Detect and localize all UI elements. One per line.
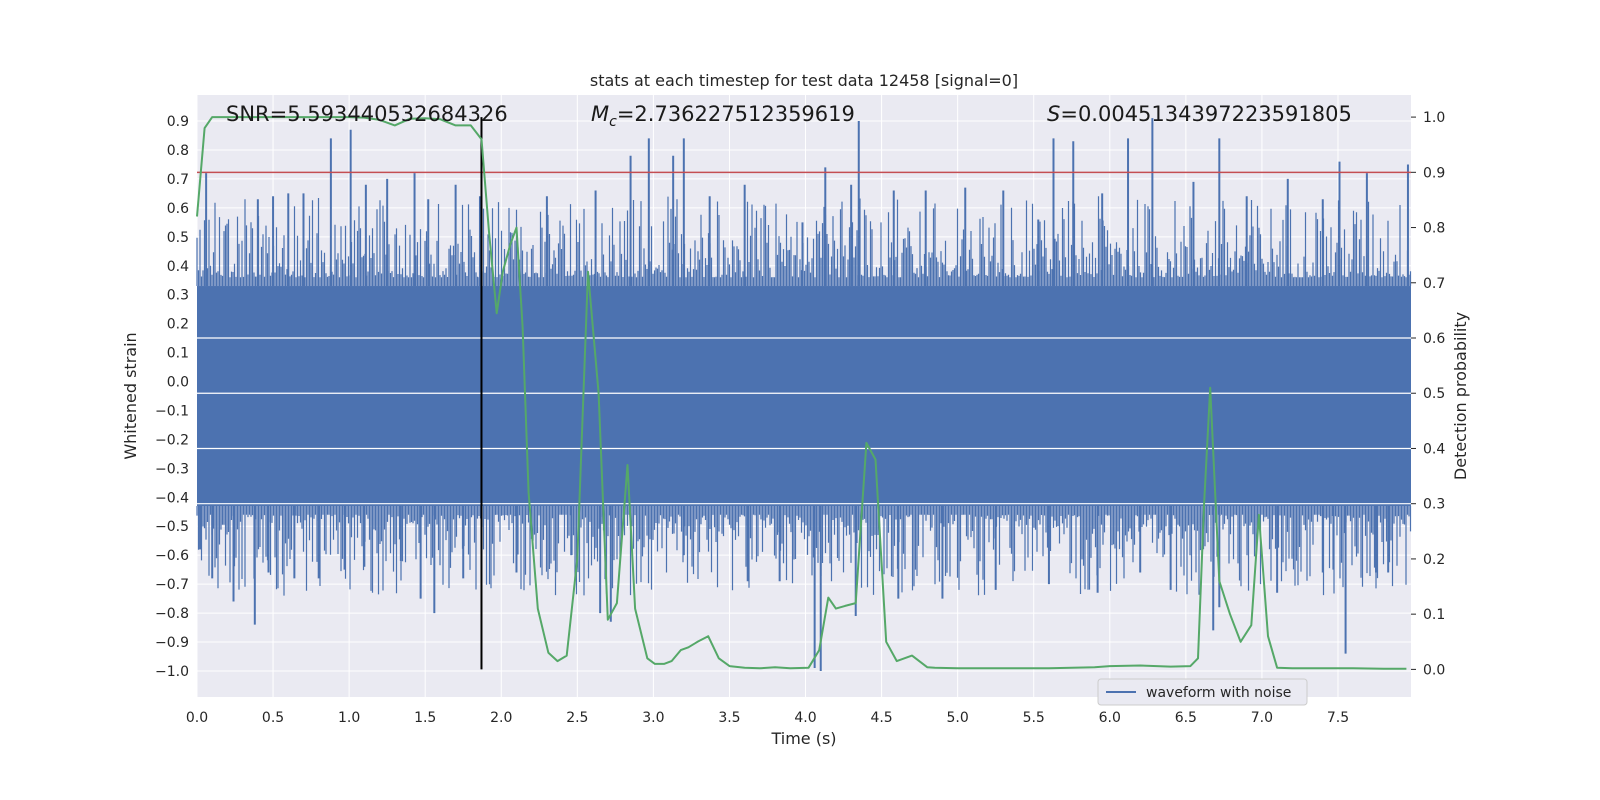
x-tick-label: 1.0: [338, 710, 360, 726]
y-tick-label: −0.7: [155, 577, 189, 593]
s-annotation: S=0.0045134397223591805: [1047, 102, 1352, 126]
waveform-fringe-upper: [196, 196, 1412, 286]
chirp-mass-symbol: M: [591, 102, 609, 126]
legend: waveform with noise: [1097, 678, 1308, 706]
y-tick-label: 0.4: [167, 259, 189, 275]
y-tick-label: −0.4: [155, 490, 189, 506]
chirp-mass-subscript: c: [609, 114, 617, 130]
y-tick-label: −0.3: [155, 461, 189, 477]
chirp-mass-annotation: Mc=2.736227512359619: [591, 102, 855, 130]
y-tick-label: −0.6: [155, 548, 189, 564]
x-tick-label: 4.0: [794, 710, 816, 726]
legend-entry-waveform: waveform with noise: [1146, 685, 1291, 701]
s-value: =0.0045134397223591805: [1060, 102, 1352, 126]
y2-tick-label: 0.3: [1423, 497, 1445, 513]
y2-tick-label: 0.8: [1423, 221, 1445, 237]
x-tick-label: 3.5: [718, 710, 740, 726]
x-tick-label: 5.0: [947, 710, 969, 726]
x-tick-label: 3.0: [642, 710, 664, 726]
y-tick-label: 0.8: [167, 143, 189, 159]
probability-line: [196, 116, 1407, 670]
s-symbol: S: [1047, 102, 1060, 126]
probability-series: [196, 116, 1407, 670]
x-tick-label: 2.0: [490, 710, 512, 726]
y2-tick-label: 0.4: [1423, 441, 1445, 457]
y-tick-label: −0.1: [155, 403, 189, 419]
x-axis-label: Time (s): [770, 729, 836, 748]
y2-axis-label: Detection probability: [1451, 312, 1470, 480]
y2-tick-label: 0.9: [1423, 165, 1445, 181]
y-tick-label: 0.9: [167, 114, 189, 130]
y-tick-label: −0.5: [155, 519, 189, 535]
y-tick-label: 0.0: [167, 375, 189, 391]
y-tick-label: 0.2: [167, 317, 189, 333]
x-tick-label: 7.0: [1251, 710, 1273, 726]
snr-annotation: SNR=5.593440532684326: [226, 102, 508, 126]
y-tick-label: 0.5: [167, 230, 189, 246]
waveform-band: [197, 286, 1411, 506]
y-axis-label: Whitened strain: [121, 332, 140, 459]
x-tick-label: 0.0: [186, 710, 208, 726]
y2-tick-label: 1.0: [1423, 110, 1445, 126]
y-axis-ticks: 0.9 0.8 0.7 0.6 0.5 0.4 0.3 0.2 0.1 0.0 −0.1 −0.2 −0…: [155, 114, 189, 680]
y-tick-label: 0.3: [167, 288, 189, 304]
waveform-series: [196, 118, 1412, 671]
x-tick-label: 4.5: [870, 710, 892, 726]
chirp-mass-value: =2.736227512359619: [617, 102, 855, 126]
y2-tick-label: 0.7: [1423, 276, 1445, 292]
y2-tick-label: 0.6: [1423, 331, 1445, 347]
legend-box: [1097, 678, 1308, 706]
y-tick-label: −0.8: [155, 606, 189, 622]
y2-tick-label: 0.5: [1423, 386, 1445, 402]
x-tick-label: 6.0: [1099, 710, 1121, 726]
y2-tick-label: 0.0: [1423, 662, 1445, 678]
x-tick-label: 7.5: [1327, 710, 1349, 726]
y2-tick-label: 0.1: [1423, 607, 1445, 623]
y-tick-label: −0.2: [155, 432, 189, 448]
x-tick-label: 2.5: [566, 710, 588, 726]
y2-tick-label: 0.2: [1423, 552, 1445, 568]
x-tick-label: 5.5: [1023, 710, 1045, 726]
x-axis-ticks: 0.0 0.5 1.0 1.5 2.0 2.5 3.0 3.5 4.0 4.5 5.0 5.5 6.0 6…: [186, 710, 1349, 726]
y-tick-label: 0.1: [167, 346, 189, 362]
y-tick-label: 0.6: [167, 201, 189, 217]
y-tick-label: −1.0: [155, 664, 189, 680]
chart-title: stats at each timestep for test data 124…: [590, 71, 1018, 90]
y-tick-label: 0.7: [167, 172, 189, 188]
y2-axis-ticks: 1.0 0.9 0.8 0.7 0.6 0.5 0.4 0.3 0.2 0.1 0.0: [1411, 110, 1445, 678]
x-tick-label: 0.5: [262, 710, 284, 726]
y-tick-label: −0.9: [155, 635, 189, 651]
x-tick-label: 6.5: [1175, 710, 1197, 726]
x-tick-label: 1.5: [414, 710, 436, 726]
